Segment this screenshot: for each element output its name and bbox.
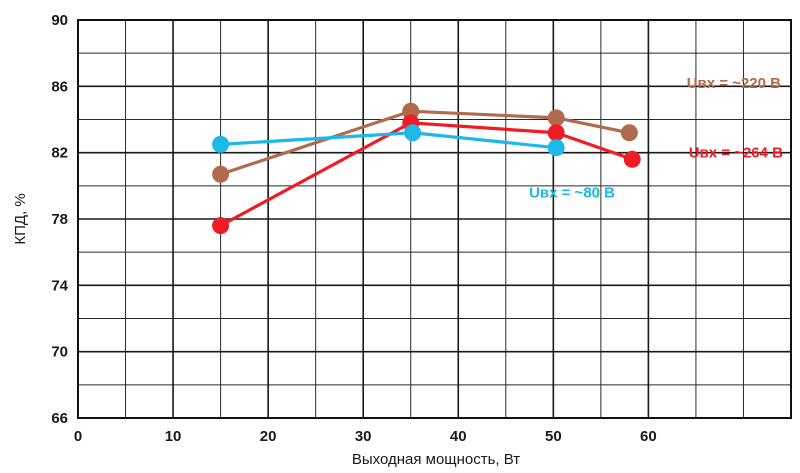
series-label: Uвх = ~80 В bbox=[529, 184, 615, 201]
series-line bbox=[220, 109, 630, 176]
x-tick-label: 20 bbox=[260, 428, 277, 445]
x-tick-label: 40 bbox=[450, 428, 467, 445]
y-tick-label: 66 bbox=[51, 410, 68, 427]
data-point bbox=[212, 217, 230, 235]
y-tick-label: 74 bbox=[51, 277, 68, 294]
x-tick-label: 30 bbox=[355, 428, 372, 445]
data-point bbox=[623, 150, 641, 168]
plot-frame bbox=[77, 19, 792, 419]
series-lines bbox=[219, 109, 633, 228]
data-point bbox=[404, 124, 422, 142]
series-label: Uвх = ~220 В bbox=[687, 75, 781, 92]
data-point bbox=[620, 124, 638, 142]
data-point bbox=[212, 165, 230, 183]
x-tick-label: 0 bbox=[74, 428, 82, 445]
y-tick-label: 90 bbox=[51, 12, 68, 29]
y-tick-label: 70 bbox=[51, 344, 68, 361]
y-tick-label: 86 bbox=[51, 78, 68, 95]
y-tick-label: 78 bbox=[51, 211, 68, 228]
x-tick-label: 10 bbox=[165, 428, 182, 445]
x-tick-label: 60 bbox=[640, 428, 657, 445]
x-axis-label: Выходная мощность, Вт bbox=[352, 451, 520, 468]
tick-labels: 0 10 20 30 40 50 60 66 70 74 78 82 86 90 bbox=[51, 12, 656, 445]
series-points bbox=[212, 102, 641, 235]
data-point bbox=[547, 124, 565, 142]
x-tick-label: 50 bbox=[545, 428, 562, 445]
series-line bbox=[219, 121, 633, 228]
y-tick-label: 82 bbox=[51, 145, 68, 162]
major-grid bbox=[77, 19, 792, 419]
data-point bbox=[212, 135, 230, 153]
data-point bbox=[547, 109, 565, 127]
series-label: Uвх = ~264 В bbox=[689, 145, 783, 162]
data-point bbox=[547, 139, 565, 157]
y-axis-label: КПД, % bbox=[12, 193, 29, 244]
series-labels: Uвх = ~220 В Uвх = ~264 В Uвх = ~80 В bbox=[529, 75, 783, 201]
